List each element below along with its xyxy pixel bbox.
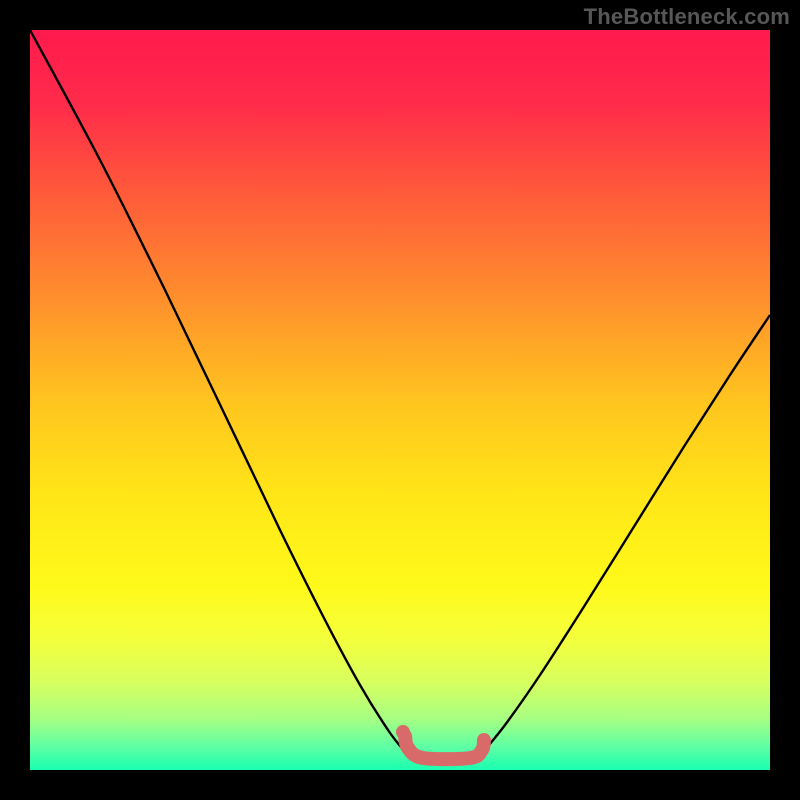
plot-area: [30, 30, 770, 770]
optimal-zone-marker: [405, 736, 484, 759]
watermark-text: TheBottleneck.com: [584, 4, 790, 30]
left-bottleneck-curve: [30, 30, 405, 752]
right-bottleneck-curve: [483, 315, 770, 752]
optimal-zone-marker-dot: [396, 725, 410, 739]
bottleneck-curves: [30, 30, 770, 770]
chart-frame: TheBottleneck.com: [0, 0, 800, 800]
